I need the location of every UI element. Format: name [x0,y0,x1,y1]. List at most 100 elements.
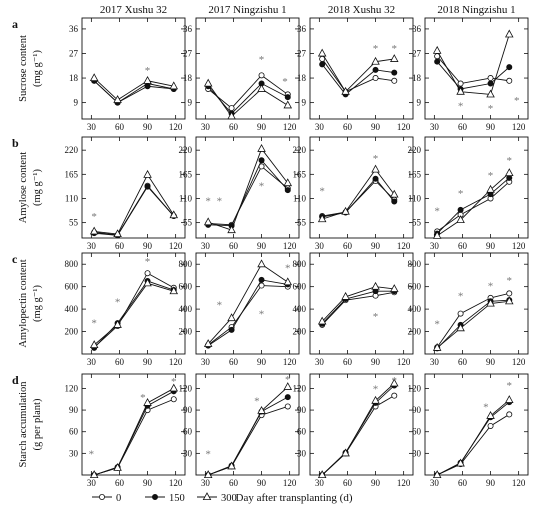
y-tick-label: 36 [69,24,79,34]
series-line-150 [321,290,395,325]
data-point-300 [113,229,122,238]
series-line-0 [208,406,288,476]
y-tick-label: 27 [297,48,307,58]
data-point-150 [434,58,441,65]
x-tick-label: 90 [371,478,381,488]
y-tick-label: 60 [69,427,79,437]
x-tick-label: 120 [397,357,411,367]
x-tick-label: 60 [115,478,125,488]
x-tick-label: 30 [201,357,211,367]
data-point-0 [391,77,398,84]
data-point-300 [341,86,350,95]
y-tick-label: 110 [65,193,79,203]
panel: 200 400 600 800 30 60 90 120 * * * [179,252,300,367]
y-tick-label: 600 [179,282,193,292]
series-line-0 [94,184,175,236]
data-point-300 [486,298,495,307]
series-line-0 [436,181,510,232]
series-line-150 [436,299,510,349]
column-title: 2017 Ningzishu 1 [208,4,286,16]
x-tick-label: 90 [486,122,496,132]
significance-star: * [254,396,260,408]
panel-letter: a [12,17,18,31]
data-point-150 [506,174,513,181]
data-point-300 [456,323,465,332]
data-point-150 [284,94,291,101]
data-point-300 [89,226,99,235]
significance-star: * [458,188,464,200]
panel-frame [309,17,414,120]
data-point-300 [227,461,236,470]
x-tick-label: 90 [371,122,381,132]
panel-frame [195,373,300,476]
y-tick-label: 90 [412,405,422,415]
data-point-150 [391,69,398,76]
legend: 0 150 300 [92,492,237,504]
data-point-300 [283,382,293,390]
data-point-300 [456,215,465,223]
y-tick-label: 90 [69,405,79,415]
panel-frame [81,373,186,476]
panel: 200 400 600 800 30 60 90 120 * [293,252,414,367]
data-point-150 [284,394,291,401]
y-tick-label: 200 [65,327,79,337]
data-point-300 [504,395,514,403]
column-title: 2018 Ningzishu 1 [437,4,515,16]
y-tick-label: 110 [293,193,307,203]
series-line-300 [93,77,174,101]
data-point-300 [317,470,327,479]
data-point-0 [506,77,513,84]
x-tick-label: 90 [257,357,267,367]
data-point-150 [319,61,326,68]
data-point-150 [258,157,265,164]
x-tick-label: 60 [458,241,468,251]
x-tick-label: 30 [315,241,325,251]
data-point-150 [144,183,151,190]
y-tick-label: 110 [408,193,422,203]
legend-marker-triangle [202,492,212,501]
significance-star: * [483,401,489,413]
y-tick-label: 400 [293,304,307,314]
x-tick-label: 30 [87,241,97,251]
significance-star: * [171,376,177,388]
panel-frame [309,373,414,476]
panel: 9 18 27 36 30 60 90 120 * * [297,17,414,132]
data-point-0 [372,75,379,82]
series-line-0 [207,285,288,346]
x-tick-label: 120 [397,478,411,488]
legend-label: 300 [221,493,237,504]
panel-frame [309,252,414,355]
data-point-300 [283,277,293,286]
x-tick-label: 90 [486,357,496,367]
data-point-300 [203,470,213,479]
significance-star: * [488,103,494,115]
series-line-300 [321,383,395,476]
x-tick-label: 60 [458,357,468,367]
y-tick-label: 200 [408,327,422,337]
data-point-300 [203,217,213,226]
data-point-150 [391,198,398,205]
panel: 30 60 90 120 30 60 90 120 * * [293,373,414,488]
significance-star: * [458,100,464,112]
y-tick-label: 9 [188,98,193,108]
data-point-300 [317,316,327,325]
x-tick-label: 120 [512,478,526,488]
x-tick-label: 120 [512,241,526,251]
data-point-0 [506,290,513,297]
data-point-300 [257,259,266,268]
x-tick-label: 120 [397,122,411,132]
panel-frame [81,252,186,355]
legend-marker-circle [151,493,158,500]
significance-star: * [282,76,288,88]
y-tick-label: 55 [297,218,307,228]
significance-star: * [392,43,398,55]
data-point-150 [284,187,291,194]
y-tick-label: 165 [179,169,193,179]
significance-star: * [145,256,151,268]
significance-star: * [488,170,494,182]
y-tick-label: 600 [65,282,79,292]
series-line-0 [94,398,174,476]
column-title: 2018 Xushu 32 [328,4,395,16]
data-point-300 [143,398,152,406]
